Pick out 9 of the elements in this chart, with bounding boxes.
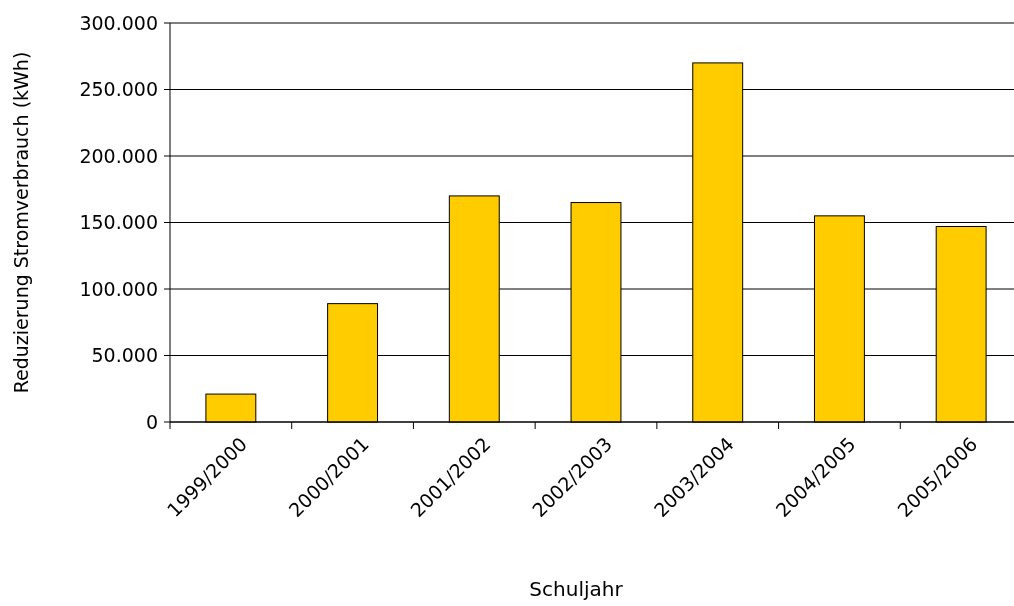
y-tick-label: 50.000 xyxy=(91,344,158,367)
y-axis-title: Reduzierung Stromverbrauch (kWh) xyxy=(10,51,32,394)
y-tick-label: 100.000 xyxy=(79,277,158,300)
x-axis-title: Schuljahr xyxy=(529,577,624,601)
y-tick-label: 200.000 xyxy=(79,144,158,167)
y-tick-label: 300.000 xyxy=(79,11,158,34)
y-tick-label: 150.000 xyxy=(79,211,158,234)
y-tick-label: 0 xyxy=(145,410,158,433)
y-tick-label: 250.000 xyxy=(79,78,158,101)
